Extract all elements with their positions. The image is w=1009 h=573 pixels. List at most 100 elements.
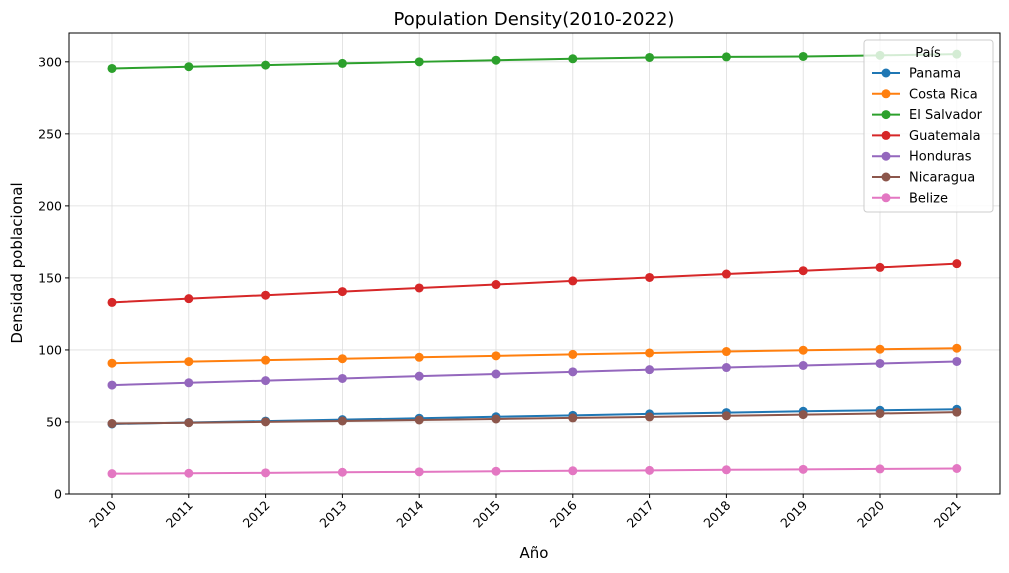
data-point-nicaragua bbox=[337, 416, 347, 426]
data-point-belize bbox=[952, 464, 962, 474]
y-tick-label: 50 bbox=[46, 414, 62, 429]
series-el-salvador bbox=[107, 49, 962, 73]
legend-title: País bbox=[915, 46, 941, 61]
data-point-belize bbox=[798, 464, 808, 474]
data-point-honduras bbox=[721, 363, 731, 373]
data-point-honduras bbox=[107, 380, 117, 390]
legend-label-nicaragua: Nicaragua bbox=[909, 171, 975, 186]
data-point-costa-rica bbox=[491, 351, 501, 361]
data-point-costa-rica bbox=[414, 352, 424, 362]
plot-frame bbox=[68, 32, 1001, 495]
data-point-guatemala bbox=[645, 272, 655, 282]
legend-marker-honduras bbox=[881, 151, 891, 161]
data-point-nicaragua bbox=[491, 414, 501, 424]
legend-label-costa-rica: Costa Rica bbox=[909, 87, 978, 102]
y-tick-label: 150 bbox=[38, 270, 62, 285]
data-point-belize bbox=[491, 466, 501, 476]
legend-box bbox=[863, 39, 994, 213]
x-tick-label: 2017 bbox=[624, 498, 657, 531]
y-tick-label: 100 bbox=[38, 342, 62, 357]
x-tick-label: 2020 bbox=[854, 497, 887, 530]
x-axis-label: Año bbox=[520, 544, 549, 562]
legend-marker-panama bbox=[881, 68, 891, 78]
x-tick-label: 2012 bbox=[240, 498, 273, 531]
data-point-costa-rica bbox=[952, 343, 962, 353]
data-point-belize bbox=[414, 467, 424, 477]
y-tick-label: 0 bbox=[54, 487, 62, 502]
y-tick-label: 300 bbox=[38, 54, 62, 69]
data-point-el-salvador bbox=[645, 52, 655, 62]
data-point-guatemala bbox=[107, 297, 117, 307]
data-point-costa-rica bbox=[798, 345, 808, 355]
data-point-el-salvador bbox=[491, 55, 501, 65]
x-tick-label: 2011 bbox=[163, 498, 196, 531]
series-line-guatemala bbox=[111, 262, 957, 304]
data-point-belize bbox=[568, 466, 578, 476]
data-point-nicaragua bbox=[568, 413, 578, 423]
data-point-nicaragua bbox=[875, 408, 885, 418]
data-point-belize bbox=[875, 464, 885, 474]
y-axis-label: Densidad poblacional bbox=[8, 182, 26, 343]
legend-label-el-salvador: El Salvador bbox=[909, 108, 983, 123]
series-nicaragua bbox=[107, 407, 962, 429]
data-point-nicaragua bbox=[184, 418, 194, 428]
legend-marker-belize bbox=[881, 193, 891, 203]
x-tick-label: 2013 bbox=[316, 498, 349, 531]
data-point-belize bbox=[337, 467, 347, 477]
data-point-honduras bbox=[952, 356, 962, 366]
data-point-honduras bbox=[875, 358, 885, 368]
data-point-costa-rica bbox=[107, 358, 117, 368]
chart-title: Population Density(2010-2022) bbox=[394, 9, 675, 30]
data-point-el-salvador bbox=[414, 57, 424, 67]
data-point-nicaragua bbox=[798, 410, 808, 420]
data-point-guatemala bbox=[721, 269, 731, 279]
series-line-honduras bbox=[111, 360, 957, 387]
data-point-costa-rica bbox=[875, 344, 885, 354]
series-costa-rica bbox=[107, 343, 962, 368]
data-point-belize bbox=[107, 469, 117, 479]
series-guatemala bbox=[107, 259, 962, 307]
legend-label-guatemala: Guatemala bbox=[909, 129, 981, 144]
data-point-el-salvador bbox=[568, 54, 578, 64]
data-point-honduras bbox=[261, 376, 271, 386]
series-panama bbox=[107, 404, 962, 429]
legend: País Panama Costa Rica El Salvador Guatemal… bbox=[863, 39, 994, 213]
data-point-costa-rica bbox=[261, 355, 271, 365]
legend-marker-nicaragua bbox=[881, 172, 891, 182]
legend-label-honduras: Honduras bbox=[909, 150, 972, 165]
data-point-belize bbox=[184, 468, 194, 478]
data-point-nicaragua bbox=[261, 417, 271, 427]
data-point-costa-rica bbox=[645, 348, 655, 358]
data-point-belize bbox=[721, 465, 731, 475]
x-tick-label: 2015 bbox=[470, 498, 503, 531]
data-point-costa-rica bbox=[721, 347, 731, 357]
series-line-nicaragua bbox=[111, 411, 957, 425]
data-point-costa-rica bbox=[337, 354, 347, 364]
data-point-honduras bbox=[645, 365, 655, 375]
x-tick-label: 2010 bbox=[86, 497, 119, 530]
series-honduras bbox=[107, 356, 962, 390]
data-point-honduras bbox=[798, 360, 808, 370]
data-point-honduras bbox=[568, 367, 578, 377]
series-line-belize bbox=[111, 467, 957, 475]
x-tick-label: 2014 bbox=[393, 497, 426, 530]
data-point-costa-rica bbox=[568, 349, 578, 359]
data-point-el-salvador bbox=[184, 62, 194, 72]
y-axis: 0 50 100 150 200 250 300 bbox=[38, 54, 69, 502]
data-point-nicaragua bbox=[107, 419, 117, 429]
data-point-guatemala bbox=[798, 266, 808, 276]
x-tick-label: 2021 bbox=[931, 498, 964, 531]
x-tick-label: 2016 bbox=[547, 497, 580, 530]
legend-label-belize: Belize bbox=[909, 191, 948, 206]
series-line-el-salvador bbox=[111, 53, 957, 70]
data-point-honduras bbox=[491, 369, 501, 379]
data-point-guatemala bbox=[261, 290, 271, 300]
data-point-guatemala bbox=[875, 262, 885, 272]
data-point-honduras bbox=[414, 371, 424, 381]
data-point-guatemala bbox=[184, 294, 194, 304]
data-point-el-salvador bbox=[107, 63, 117, 73]
data-point-guatemala bbox=[491, 280, 501, 290]
data-point-guatemala bbox=[952, 259, 962, 269]
data-point-nicaragua bbox=[414, 415, 424, 425]
